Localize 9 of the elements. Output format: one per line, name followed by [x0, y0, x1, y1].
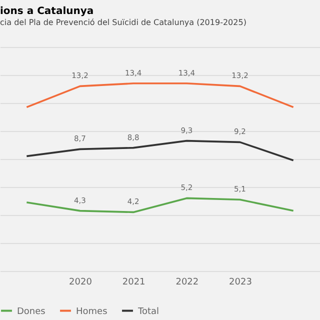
x-tick-label: 2022 [176, 278, 199, 288]
legend-label: Homes [76, 306, 108, 317]
x-tick-label: 2020 [69, 278, 92, 288]
legend-label: Dones [17, 306, 46, 317]
x-tick-label: 2021 [122, 278, 146, 288]
chart-subtitle: cia del Pla de Prevenció del Suïcidi de Catalunya (2019-2025) [0, 18, 246, 27]
chart-title: ions a Catalunya [0, 6, 94, 17]
x-tick-label: 2023 [229, 278, 252, 288]
legend-label: Total [137, 306, 160, 317]
